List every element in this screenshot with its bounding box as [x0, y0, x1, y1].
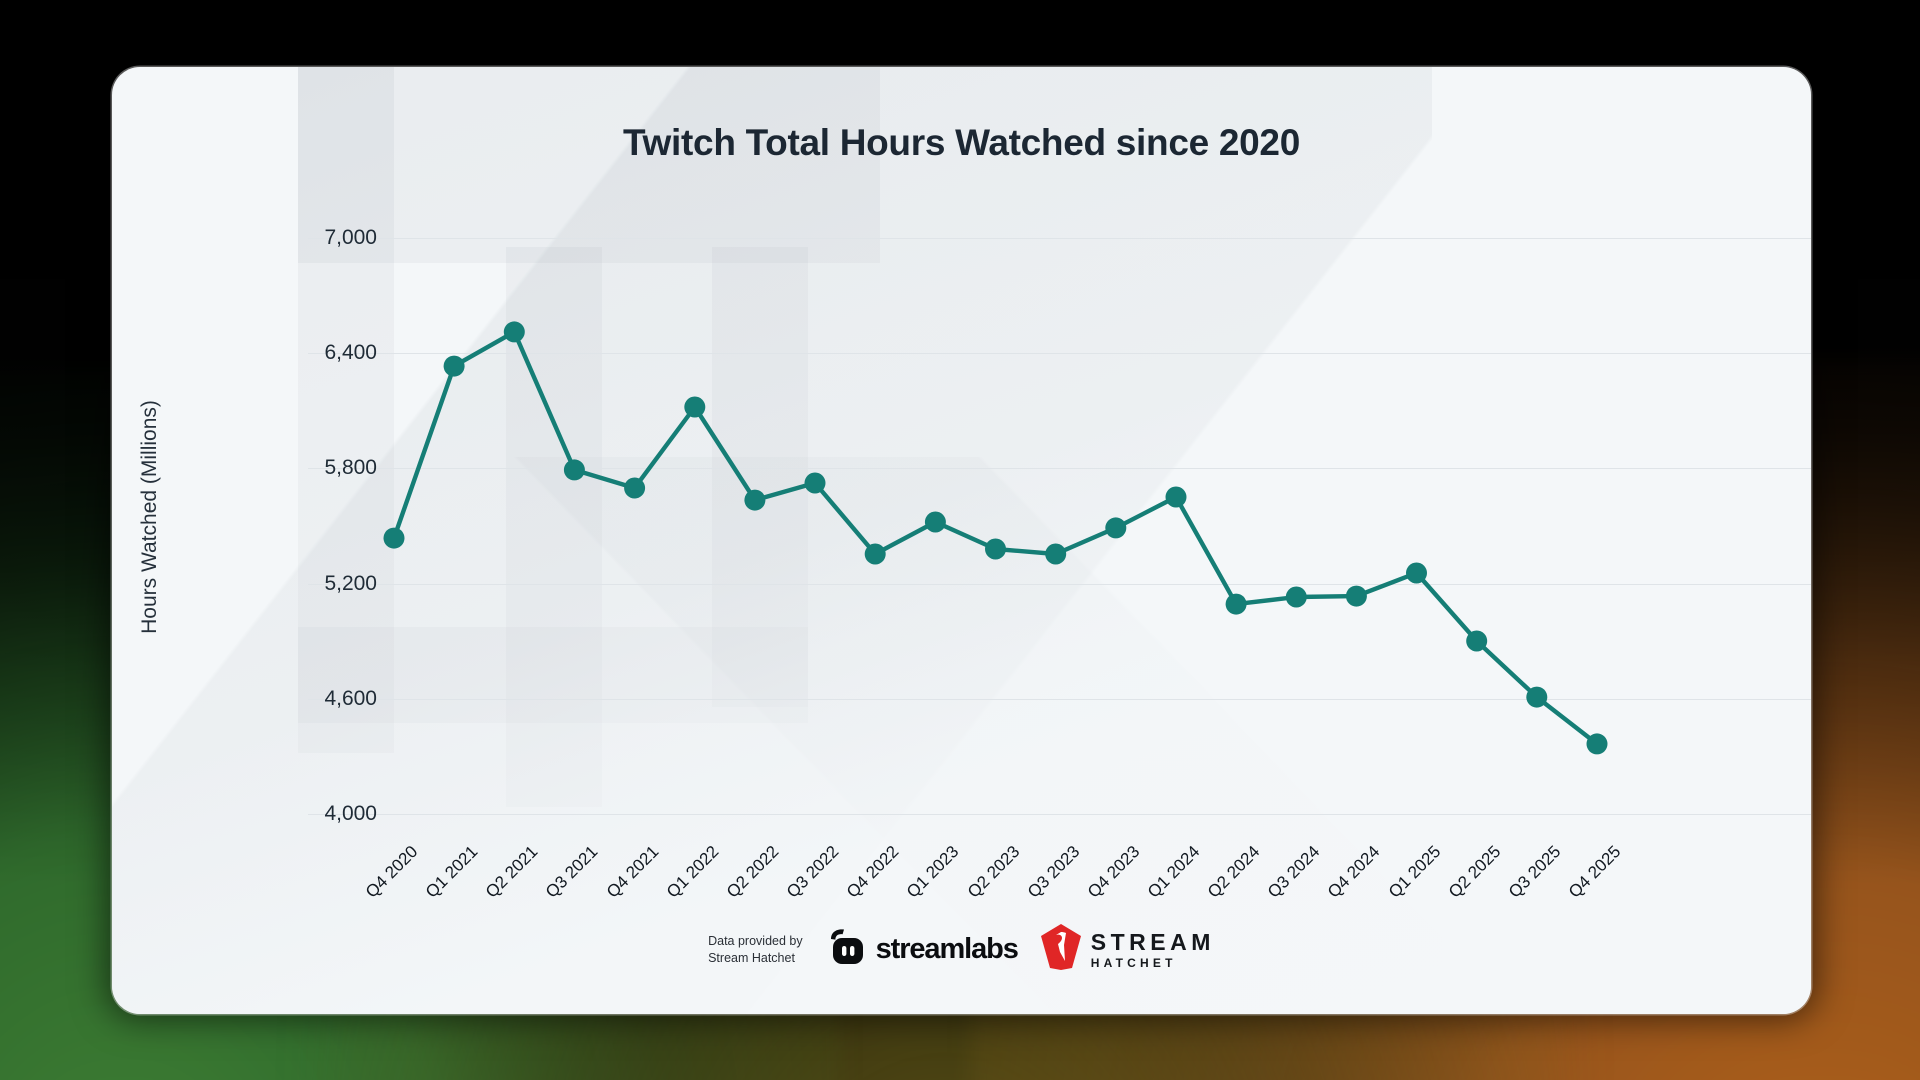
- data-point-marker[interactable]: [1526, 686, 1548, 708]
- data-point-marker[interactable]: [744, 489, 766, 511]
- series-line: [391, 329, 1600, 747]
- data-point-marker[interactable]: [1165, 486, 1187, 508]
- stream-hatchet-wordmark: STREAM HATCHET: [1090, 928, 1215, 970]
- plot-area: Hours Watched (Millions) 7,000 6,400 5,800…: [112, 67, 1811, 1014]
- attribution-line-1: Data provided by: [708, 933, 803, 948]
- data-point-marker[interactable]: [624, 477, 646, 499]
- data-point-marker[interactable]: [1285, 586, 1307, 608]
- y-axis-tick: 4,000: [324, 802, 377, 825]
- data-point-marker[interactable]: [563, 459, 585, 481]
- data-point-marker[interactable]: [1406, 562, 1427, 584]
- stream-hatchet-logo: STREAM HATCHET: [1040, 923, 1215, 976]
- streamlabs-wordmark: streamlabs: [875, 933, 1019, 965]
- data-attribution: Data provided by Stream Hatchet: [708, 933, 803, 967]
- data-point-marker[interactable]: [503, 321, 525, 343]
- attribution-line-2: Stream Hatchet: [708, 950, 795, 965]
- chart-title: Twitch Total Hours Watched since 2020: [623, 122, 1300, 163]
- chart-footer: Data provided by Stream Hatchet streamla…: [112, 923, 1811, 976]
- data-point-marker[interactable]: [804, 472, 826, 494]
- gridline: [308, 238, 1811, 239]
- gridline: [308, 353, 1811, 355]
- y-axis-tick: 5,800: [324, 456, 377, 480]
- data-point-marker[interactable]: [924, 511, 946, 533]
- data-point-marker[interactable]: [443, 355, 465, 377]
- data-point-marker[interactable]: [1586, 733, 1608, 755]
- stream-hatchet-shield-icon: [1040, 923, 1082, 976]
- data-point-marker[interactable]: [1466, 630, 1488, 652]
- stream-hatchet-line-1: STREAM: [1090, 928, 1215, 955]
- data-point-marker[interactable]: [985, 538, 1006, 560]
- data-point-marker[interactable]: [864, 543, 886, 565]
- y-axis-tick: 4,600: [324, 686, 377, 710]
- data-point-marker[interactable]: [1225, 593, 1247, 615]
- data-point-marker[interactable]: [1345, 585, 1367, 607]
- y-axis-tick: 6,400: [324, 341, 377, 365]
- stream-hatchet-line-2: HATCHET: [1090, 955, 1177, 970]
- data-point-marker[interactable]: [383, 527, 405, 549]
- data-point-marker[interactable]: [684, 396, 706, 418]
- line-series-svg: [383, 321, 1608, 755]
- gridline: [308, 583, 1811, 585]
- gridline: [308, 468, 1811, 470]
- y-axis-tick: 5,200: [324, 571, 377, 595]
- gridline: [308, 698, 1811, 700]
- gridline: [308, 814, 1811, 815]
- data-point-marker[interactable]: [1045, 543, 1067, 565]
- y-axis-tick: 7,000: [324, 226, 377, 249]
- streamlabs-logo: streamlabs: [825, 927, 1019, 972]
- data-point-marker[interactable]: [1105, 517, 1127, 539]
- streamlabs-logo-icon: [825, 927, 869, 972]
- chart-card: Twitch Total Hours Watched since 2020 Ho…: [112, 67, 1811, 1014]
